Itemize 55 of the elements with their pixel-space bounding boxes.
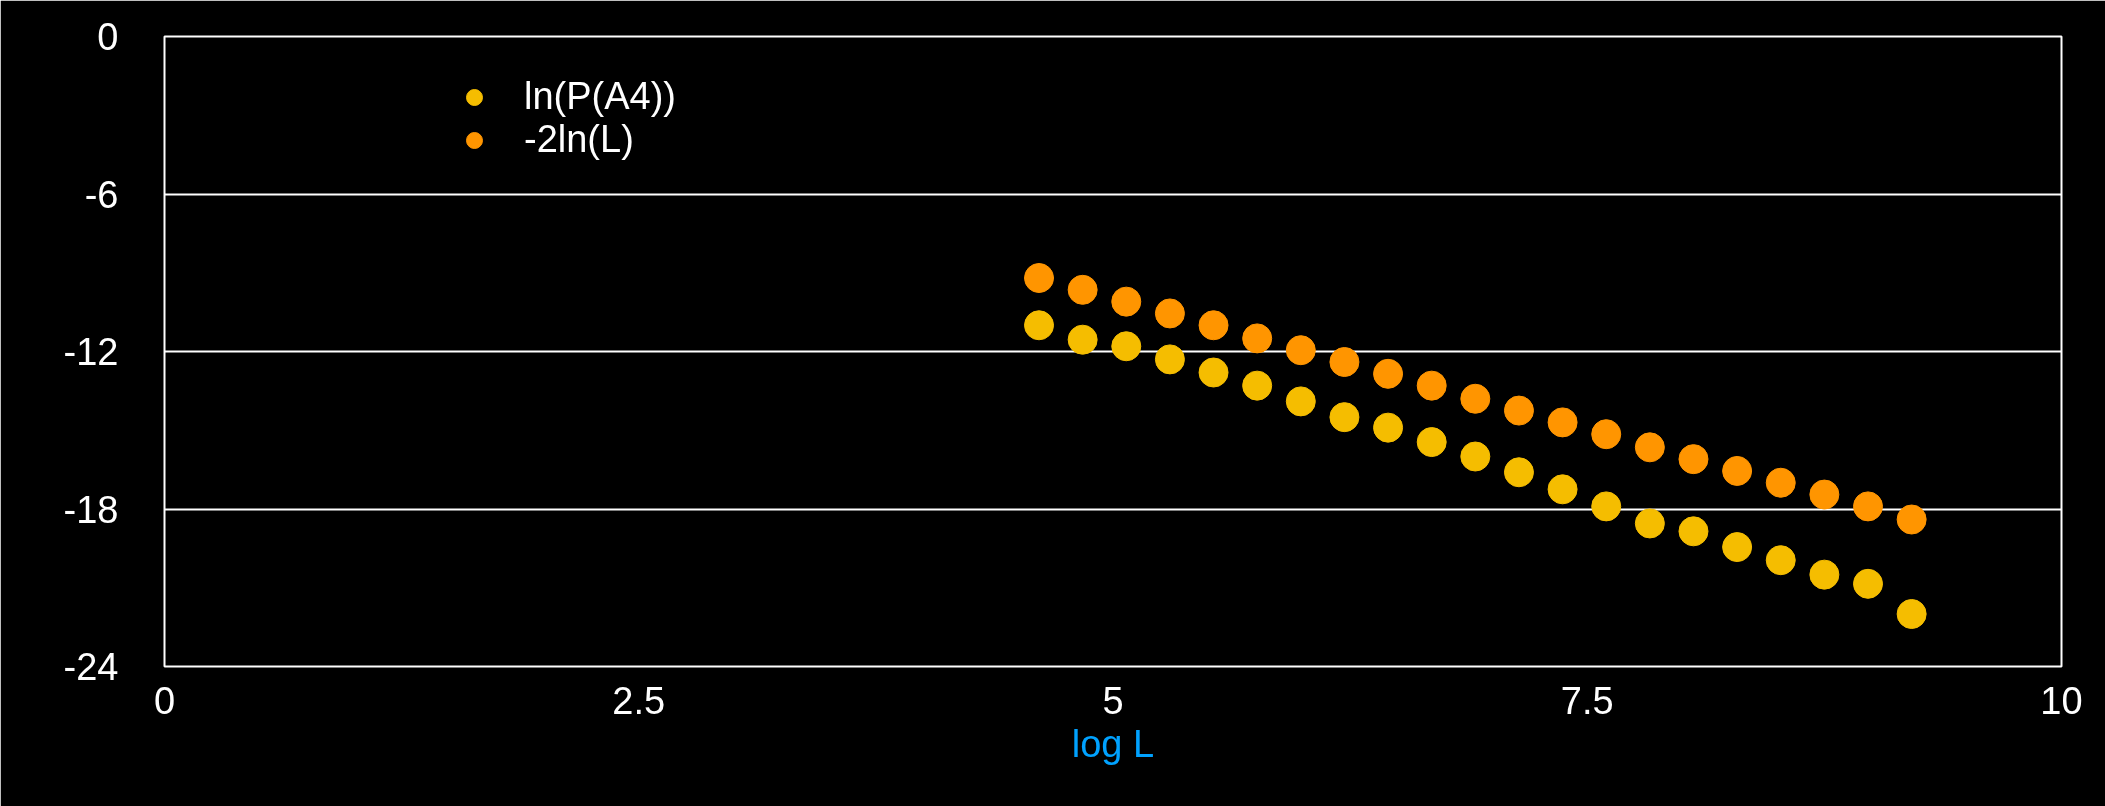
point (1329, 347, 1360, 377)
point (1067, 324, 1098, 355)
point (1853, 491, 1884, 522)
point (1503, 395, 1534, 426)
point (1809, 559, 1840, 590)
point (1111, 331, 1142, 362)
y-tick-label: 0 (97, 16, 119, 58)
point (1198, 357, 1229, 388)
point (1678, 444, 1709, 475)
point (1896, 504, 1927, 535)
x-tick-label: 7.5 (1560, 679, 1614, 722)
point (1634, 508, 1665, 539)
point (1373, 358, 1404, 389)
point (1765, 545, 1796, 576)
point (1242, 323, 1273, 354)
y-tick-label: -18 (63, 488, 119, 531)
point (1722, 532, 1753, 563)
point (1591, 491, 1622, 522)
point (1896, 599, 1927, 629)
x-tick-label: 10 (2040, 679, 2083, 722)
point (1460, 383, 1491, 414)
point (1285, 335, 1316, 366)
point (1242, 370, 1273, 401)
point (1416, 370, 1447, 401)
legend-label: ln(P(A4)) (524, 75, 677, 118)
point (1678, 516, 1709, 547)
x-tick-label: 5 (1102, 679, 1124, 722)
point (1853, 568, 1884, 599)
point (1024, 263, 1055, 293)
legend-label: -2ln(L) (524, 118, 634, 161)
point (1067, 274, 1098, 305)
point (1460, 441, 1491, 472)
point (1547, 474, 1578, 505)
point (1503, 457, 1534, 488)
point (1547, 407, 1578, 438)
point (1765, 467, 1796, 498)
x-tick-label: 0 (153, 679, 176, 722)
point (1198, 310, 1229, 341)
point (1634, 432, 1665, 463)
point (1154, 298, 1185, 329)
point (1285, 386, 1316, 417)
point (1373, 412, 1404, 443)
point (1591, 419, 1622, 450)
x-axis-title: log L (1071, 722, 1155, 765)
y-tick-label: -24 (63, 646, 119, 688)
point (1329, 402, 1360, 433)
x-tick-label: 2.5 (612, 679, 666, 722)
point (1154, 344, 1185, 375)
y-tick-label: -6 (84, 173, 119, 216)
y-tick-label: -12 (63, 331, 119, 373)
point (1416, 427, 1447, 458)
point (1024, 310, 1055, 341)
point (1111, 286, 1142, 317)
point (1809, 479, 1840, 510)
point (1722, 455, 1753, 486)
